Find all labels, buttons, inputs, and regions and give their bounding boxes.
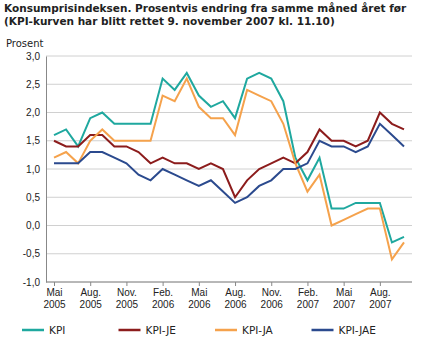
grid-line bbox=[46, 253, 412, 254]
grid-line bbox=[46, 282, 412, 283]
x-tick-label: Mai2005 bbox=[43, 287, 66, 310]
x-tick: Mai2005 bbox=[43, 282, 66, 310]
y-tick-label: 2,5 bbox=[26, 79, 40, 90]
x-tick: Feb.2006 bbox=[152, 282, 175, 310]
x-tick-mark bbox=[344, 282, 345, 286]
grid-line bbox=[46, 84, 412, 85]
x-tick: Nov.2006 bbox=[261, 282, 284, 310]
y-tick-label: -1,0 bbox=[23, 277, 41, 288]
x-tick-mark bbox=[90, 282, 91, 286]
x-tick: Mai2007 bbox=[333, 282, 356, 310]
x-axis: Mai2005 Aug.2005 Nov.2005 Feb.2006 Mai2006 Au… bbox=[43, 282, 412, 310]
y-axis-line bbox=[46, 57, 47, 283]
y-tick-label: 0,5 bbox=[26, 192, 40, 203]
y-tick: 2,5 bbox=[26, 79, 46, 90]
x-tick-mark bbox=[199, 282, 200, 286]
legend-swatch bbox=[22, 329, 44, 332]
x-tick-label: Nov.2005 bbox=[116, 287, 139, 310]
y-tick-label: -0,5 bbox=[23, 248, 41, 259]
y-tick: -0,5 bbox=[23, 248, 46, 259]
x-tick-label: Aug.2007 bbox=[369, 287, 392, 310]
y-axis: -1,0 -0,5 0,0 0,5 1,0 1,5 2,0 2,5 3,0 bbox=[23, 51, 47, 288]
y-tick: 1,0 bbox=[26, 164, 46, 175]
x-tick-label: Mai2006 bbox=[188, 287, 211, 310]
legend-swatch bbox=[312, 329, 334, 332]
y-tick-label: 1,0 bbox=[26, 164, 40, 175]
grid-line bbox=[46, 169, 412, 170]
x-tick: Mai2006 bbox=[188, 282, 211, 310]
x-tick-label: Aug.2006 bbox=[224, 287, 247, 310]
y-tick-label: 3,0 bbox=[26, 51, 40, 62]
x-tick-mark bbox=[235, 282, 236, 286]
x-tick-label: Aug.2005 bbox=[80, 287, 103, 310]
legend-item: KPI-JE bbox=[119, 324, 176, 336]
grid bbox=[46, 56, 412, 282]
grid-line bbox=[46, 140, 412, 141]
y-tick: 0,5 bbox=[26, 192, 46, 203]
legend-swatch bbox=[119, 329, 141, 332]
x-tick-label: Nov.2006 bbox=[261, 287, 284, 310]
x-tick-mark bbox=[54, 282, 55, 286]
x-tick-label: Feb.2007 bbox=[297, 287, 320, 310]
x-tick: Aug.2007 bbox=[369, 282, 392, 310]
x-tick-mark bbox=[126, 282, 127, 286]
legend-swatch bbox=[215, 329, 237, 332]
y-tick: -1,0 bbox=[23, 277, 46, 288]
x-tick: Feb.2007 bbox=[297, 282, 320, 310]
x-tick: Nov.2005 bbox=[116, 282, 139, 310]
x-tick-label: Mai2007 bbox=[333, 287, 356, 310]
chart: Konsumprisindeksen. Prosentvis endring f… bbox=[0, 0, 426, 345]
y-tick: 1,5 bbox=[26, 135, 46, 146]
y-tick: 0,0 bbox=[26, 220, 46, 231]
legend-label: KPI bbox=[49, 324, 65, 336]
x-tick-mark bbox=[307, 282, 308, 286]
y-tick: 3,0 bbox=[26, 51, 46, 62]
legend-label: KPI-JA bbox=[242, 324, 274, 336]
y-axis-title: Prosent bbox=[6, 38, 44, 49]
x-tick-label: Feb.2006 bbox=[152, 287, 175, 310]
x-tick-mark bbox=[271, 282, 272, 286]
x-tick: Aug.2006 bbox=[224, 282, 247, 310]
series-line bbox=[54, 124, 404, 203]
y-tick-label: 1,5 bbox=[26, 135, 40, 146]
y-tick: 2,0 bbox=[26, 107, 46, 118]
x-tick-mark bbox=[380, 282, 381, 286]
legend-label: KPI-JE bbox=[146, 324, 176, 336]
y-tick-label: 2,0 bbox=[26, 107, 40, 118]
title: Konsumprisindeksen. Prosentvis endring f… bbox=[4, 2, 407, 27]
grid-line bbox=[46, 225, 412, 226]
legend-label: KPI-JAE bbox=[339, 324, 376, 336]
series-line bbox=[54, 79, 404, 260]
legend: KPI KPI-JE KPI-JA KPI-JAE bbox=[22, 324, 376, 336]
legend-item: KPI-JAE bbox=[312, 324, 376, 336]
x-tick-mark bbox=[163, 282, 164, 286]
legend-item: KPI-JA bbox=[215, 324, 274, 336]
y-tick-label: 0,0 bbox=[26, 220, 40, 231]
x-tick: Aug.2005 bbox=[80, 282, 103, 310]
grid-line bbox=[46, 56, 412, 57]
legend-item: KPI bbox=[22, 324, 65, 336]
x-axis-line bbox=[46, 282, 412, 283]
lines bbox=[54, 73, 404, 259]
